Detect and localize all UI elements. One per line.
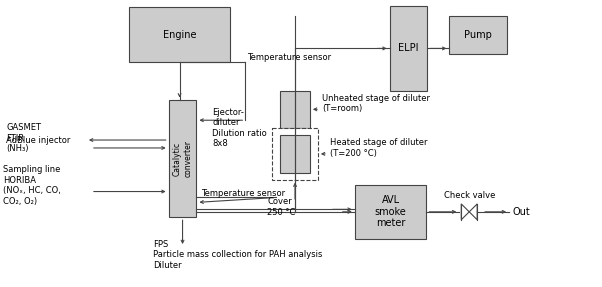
Text: Ejector-
diluter
Dilution ratio
8x8: Ejector- diluter Dilution ratio 8x8 [213,108,267,148]
Bar [280,135,310,173]
Text: GASMET
FTIR
(NH₃): GASMET FTIR (NH₃) [7,123,42,153]
Bar [280,90,310,128]
Text: Out: Out [512,207,530,217]
Text: FPS
Particle mass collection for PAH analysis
Diluter: FPS Particle mass collection for PAH ana… [153,240,322,270]
Text: Pump: Pump [464,30,492,40]
Text: ELPI: ELPI [399,43,419,53]
Text: AVL
smoke
meter: AVL smoke meter [374,195,406,228]
Text: Unheated stage of diluter
(T=room): Unheated stage of diluter (T=room) [322,94,430,113]
Text: Sampling line
HORIBA
(NOₓ, HC, CO,
CO₂, O₂): Sampling line HORIBA (NOₓ, HC, CO, CO₂, … [4,166,61,206]
Bar [129,7,231,62]
Text: AdBlue injector: AdBlue injector [7,135,71,145]
Bar [449,16,507,54]
Text: Temperature sensor: Temperature sensor [202,189,285,198]
Bar [272,128,318,180]
Text: Engine: Engine [163,30,196,40]
Text: Heated stage of diluter
(T=200 °C): Heated stage of diluter (T=200 °C) [330,138,427,158]
Text: Cover
250 °C: Cover 250 °C [267,197,296,217]
Text: Catalytic
converter: Catalytic converter [173,140,192,177]
Bar [389,6,427,90]
Bar [169,100,196,217]
Text: Temperature sensor: Temperature sensor [247,53,331,62]
Text: Check valve: Check valve [444,191,495,201]
Bar [355,185,426,239]
Polygon shape [469,204,477,220]
Polygon shape [461,204,469,220]
